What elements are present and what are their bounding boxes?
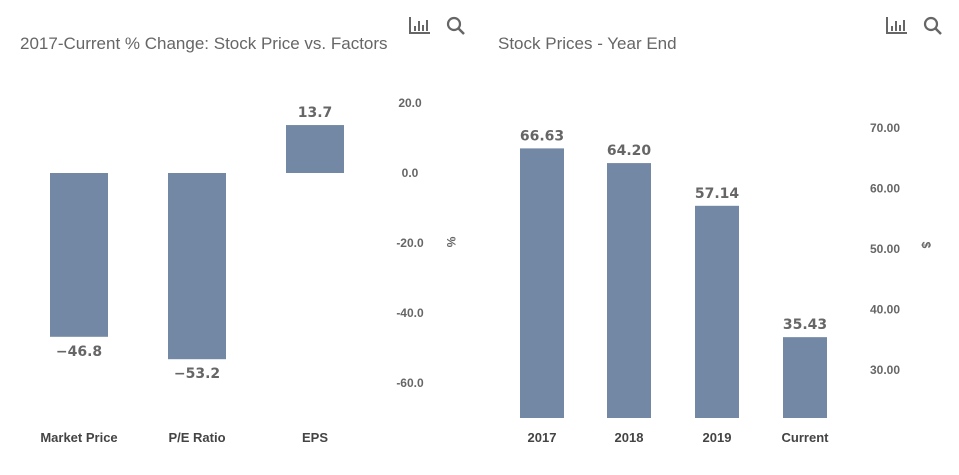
data-label: 64.20 [607,143,652,159]
category-label: P/E Ratio [168,430,225,445]
chart-1: 2017-Current % Change: Stock Price vs. F… [20,16,465,445]
category-label: Market Price [40,430,117,445]
data-label: −46.8 [56,344,102,360]
data-label: 35.43 [783,317,827,333]
category-label: 2019 [703,430,732,445]
category-label: EPS [302,430,328,445]
chart-title: Stock Prices - Year End [498,34,677,53]
y-axis-label: $ [919,242,933,249]
y-tick-label: 60.00 [870,182,900,196]
category-label: 2017 [528,430,557,445]
y-tick-label: -40.0 [396,306,424,320]
y-tick-label: 30.00 [870,363,900,377]
chart-title: 2017-Current % Change: Stock Price vs. F… [20,34,388,53]
search-icon[interactable] [446,16,465,35]
bar[interactable] [50,173,108,337]
bar-chart-icon[interactable] [409,17,430,34]
bar-chart-icon[interactable] [886,17,907,34]
category-label: 2018 [615,430,644,445]
data-label: 57.14 [695,186,740,202]
chart-2: Stock Prices - Year End 70.00 60.00 50.00 40… [498,16,942,445]
y-tick-label: -60.0 [396,376,424,390]
data-label: 13.7 [298,105,333,121]
y-tick-label: -20.0 [396,236,424,250]
y-tick-label: 40.00 [870,303,900,317]
y-tick-label: 70.00 [870,121,900,135]
search-icon[interactable] [923,16,942,35]
y-axis-label: % [444,237,458,248]
y-tick-label: 50.00 [870,242,900,256]
category-label: Current [782,430,830,445]
bar[interactable] [168,173,226,360]
bar[interactable] [520,148,564,419]
bar[interactable] [695,205,739,418]
bar[interactable] [607,163,651,418]
data-label: 66.63 [520,128,564,144]
y-tick-label: 20.0 [398,96,422,110]
y-tick-label: 0.0 [402,166,419,180]
data-label: −53.2 [174,366,220,382]
bar[interactable] [286,125,344,173]
bar[interactable] [783,337,827,418]
